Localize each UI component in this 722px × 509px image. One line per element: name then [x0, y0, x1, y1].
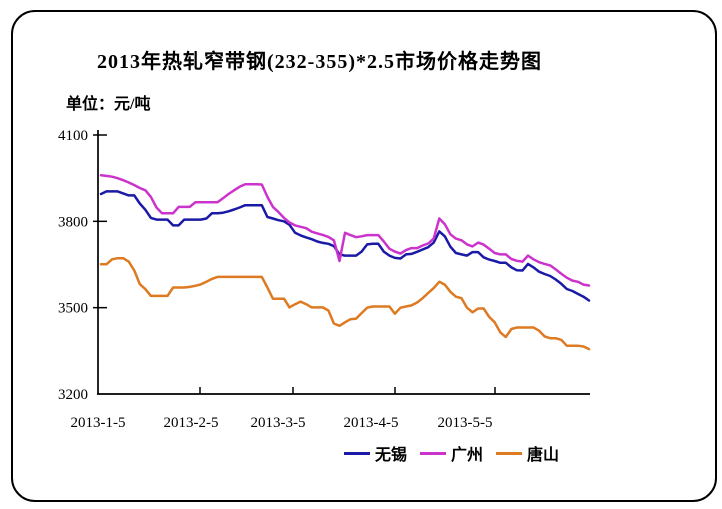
chart-title: 2013年热轧窄带钢(232-355)*2.5市场价格走势图: [97, 51, 542, 73]
legend: 无锡 广州 唐山: [344, 441, 559, 465]
x-tick-label: 2013-3-5: [251, 415, 306, 431]
legend-label-tangshan: 唐山: [527, 447, 560, 464]
legend-item-tangshan: 唐山: [496, 441, 559, 465]
legend-item-wuxi: 无锡: [344, 441, 407, 465]
legend-label-wuxi: 无锡: [375, 447, 408, 464]
unit-label: 单位：元/吨: [66, 96, 151, 113]
series-line-wuxi: [99, 190, 591, 302]
legend-line-guangzhou-icon: [420, 451, 447, 455]
chart-frame: [11, 10, 717, 502]
y-tick-label: 3200: [58, 387, 88, 403]
legend-line-tangshan-icon: [496, 451, 523, 455]
x-tick-label: 2013-4-5: [344, 415, 399, 431]
x-tick-label: 2013-5-5: [438, 415, 493, 431]
legend-line-wuxi-icon: [344, 451, 370, 455]
series-line-tangshan: [99, 256, 591, 351]
legend-item-guangzhou: 广州: [420, 441, 483, 465]
legend-label-guangzhou: 广州: [451, 447, 484, 464]
y-tick-label: 4100: [58, 128, 88, 144]
x-tick-label: 2013-1-5: [71, 415, 126, 431]
x-tick-label: 2013-2-5: [164, 415, 219, 431]
series-line-guangzhou: [99, 174, 591, 287]
y-tick-label: 3800: [58, 214, 88, 230]
y-tick-label: 3500: [58, 301, 88, 317]
